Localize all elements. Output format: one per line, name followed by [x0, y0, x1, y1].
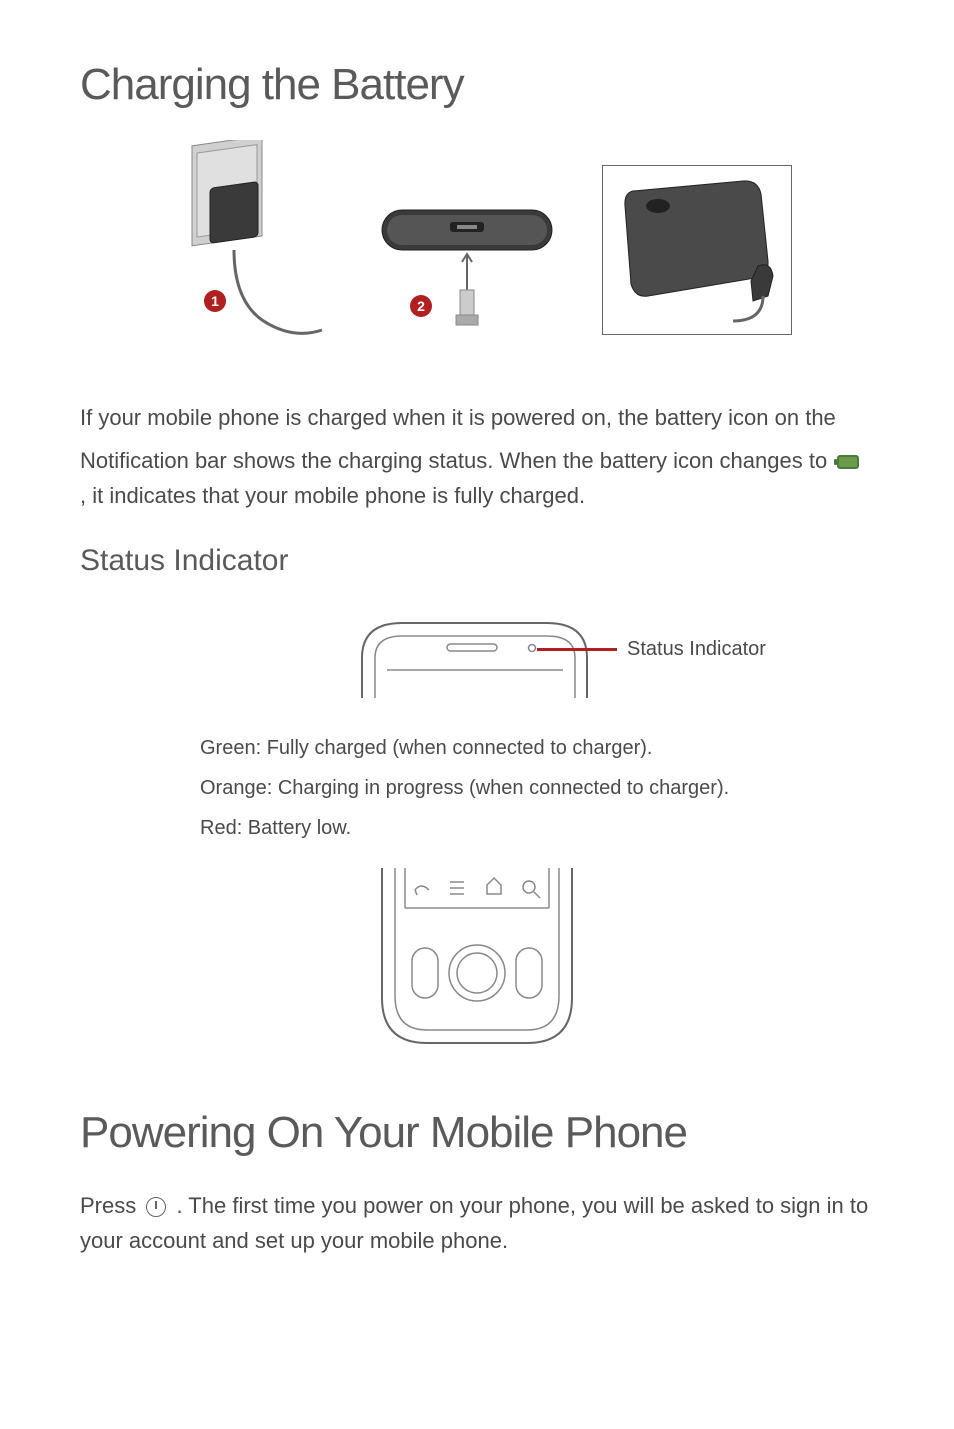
power-para-pre: Press	[80, 1193, 142, 1218]
battery-full-icon	[837, 455, 859, 469]
charging-paragraph-2: Notification bar shows the charging stat…	[80, 443, 874, 513]
phone-bottom-illustration	[367, 868, 587, 1058]
legend-green: Green: Fully charged (when connected to …	[200, 728, 874, 768]
legend-orange: Orange: Charging in progress (when conne…	[200, 768, 874, 808]
phone-top-charging-illustration: 2	[372, 200, 562, 300]
heading-charging: Charging the Battery	[80, 60, 874, 110]
heading-powering-on: Powering On Your Mobile Phone	[80, 1108, 874, 1158]
callout-badge-2: 2	[410, 295, 432, 317]
charging-para2-post: , it indicates that your mobile phone is…	[80, 483, 585, 508]
callout-badge-1: 1	[204, 290, 226, 312]
charging-paragraph-1: If your mobile phone is charged when it …	[80, 400, 874, 435]
charger-svg	[162, 140, 332, 360]
charging-para2-pre: Notification bar shows the charging stat…	[80, 448, 833, 473]
power-para-post: . The first time you power on your phone…	[80, 1193, 868, 1253]
phone-side-charging-illustration	[602, 165, 792, 335]
legend-red: Red: Battery low.	[200, 808, 874, 848]
phone-side-svg	[603, 166, 793, 336]
status-legend: Green: Fully charged (when connected to …	[200, 728, 874, 848]
phone-top-indicator-illustration: Status Indicator	[347, 608, 607, 698]
status-indicator-diagram: Status Indicator	[80, 608, 874, 708]
power-on-paragraph: Press . The first time you power on your…	[80, 1188, 874, 1258]
heading-status-indicator: Status Indicator	[80, 544, 874, 578]
phone-top-svg	[372, 200, 562, 330]
phone-bottom-svg	[367, 868, 587, 1058]
indicator-callout-label: Status Indicator	[627, 638, 766, 661]
wall-charger-illustration: 1	[162, 140, 332, 360]
indicator-callout-line	[537, 648, 617, 651]
power-button-icon	[146, 1197, 166, 1217]
phone-top-indicator-svg	[347, 608, 607, 698]
charging-diagram-row: 1 2	[80, 140, 874, 360]
